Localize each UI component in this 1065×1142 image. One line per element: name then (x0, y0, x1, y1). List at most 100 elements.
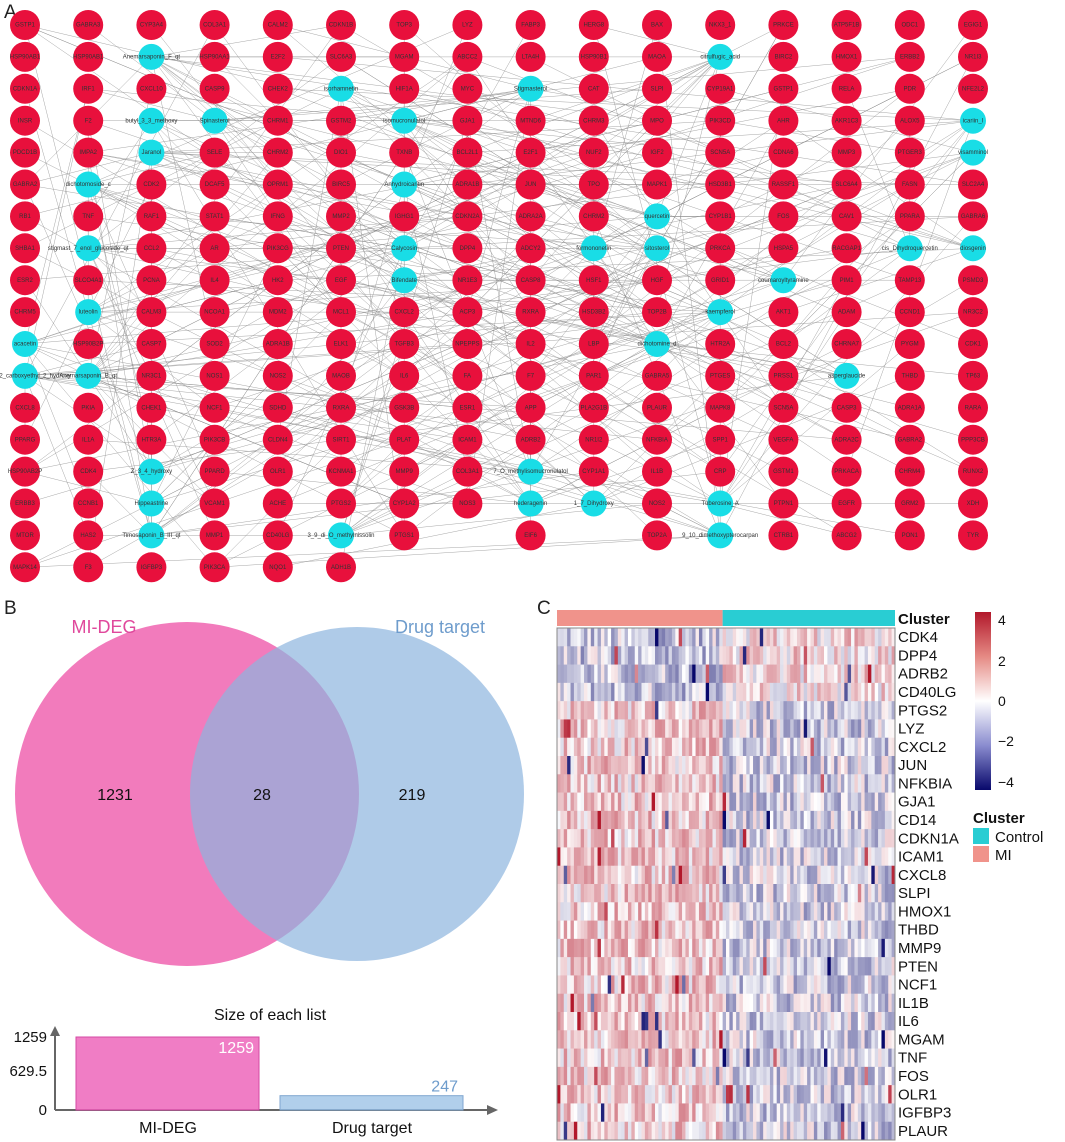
network-node-label: GABRA6 (961, 214, 986, 220)
heatmap-cell (749, 975, 754, 995)
heatmap-cell (705, 1103, 710, 1123)
heatmap-cell (573, 1012, 578, 1031)
heatmap-cell (678, 847, 683, 867)
heatmap-cell (780, 756, 784, 775)
heatmap-cell (567, 938, 571, 958)
heatmap-cell (655, 957, 659, 976)
heatmap-cell (638, 865, 642, 885)
heatmap-cell (621, 1085, 625, 1104)
heatmap-annotation-bar: Cluster (557, 610, 950, 628)
heatmap-cell (878, 1012, 882, 1031)
network-node-circle (136, 233, 167, 264)
heatmap-cell (810, 719, 815, 739)
heatmap-cell (786, 847, 791, 867)
network-edge (87, 120, 152, 217)
heatmap-cell (729, 792, 734, 812)
heatmap-cell (864, 756, 869, 775)
heatmap-cell (742, 810, 747, 830)
heatmap-cell (763, 1066, 767, 1086)
heatmap-cell (864, 1030, 869, 1049)
heatmap-cell (729, 847, 734, 867)
heatmap-cell (658, 1048, 663, 1068)
network-node-circle (73, 137, 104, 168)
heatmap-cell (587, 1066, 592, 1086)
heatmap-cell (567, 792, 571, 812)
network-node-label: ESR1 (460, 405, 476, 411)
network-node-circle (75, 362, 102, 389)
heatmap-cell (803, 810, 808, 830)
heatmap-cell (844, 902, 848, 921)
network-node-circle (894, 360, 925, 391)
network-edge (214, 152, 974, 249)
heatmap-cell (570, 865, 575, 885)
network-node-circle (515, 41, 546, 72)
heatmap-cell (695, 719, 700, 739)
heatmap-cell (590, 1085, 595, 1104)
gene-label-dpp4: DPP4 (898, 647, 937, 664)
network-node-label: 7_O_methylisomucronulatol (493, 469, 567, 475)
heatmap-cell (577, 1012, 581, 1031)
heatmap-cell (587, 1030, 592, 1049)
heatmap-cell (773, 975, 777, 995)
colorbar-tick-2: 2 (998, 653, 1006, 669)
heatmap-cell (607, 682, 612, 702)
network-node-pik3cb: PIK3CB (199, 424, 230, 455)
network-node-label: EGIG1 (964, 23, 983, 29)
heatmap-cell (742, 1085, 747, 1104)
heatmap-cell (570, 884, 575, 903)
network-node-label: GSTP1 (15, 23, 35, 29)
network-node-label: COL3A1 (203, 23, 227, 29)
heatmap-cell (888, 810, 892, 830)
heatmap-cell (590, 993, 595, 1013)
heatmap-cell (570, 938, 575, 958)
heatmap-cell (712, 829, 717, 848)
heatmap-cell (638, 993, 642, 1013)
heatmap-cell (881, 682, 886, 702)
network-node-label: HSP90B1 (581, 54, 608, 60)
network-node-alox5: ALOX5 (894, 105, 925, 136)
heatmap-cell (854, 719, 859, 739)
heatmap-cell (692, 701, 696, 720)
heatmap-cell (830, 628, 835, 647)
heatmap-cell (891, 737, 896, 757)
heatmap-cell (722, 646, 727, 665)
heatmap-cell (763, 865, 767, 885)
network-edge (783, 120, 974, 249)
heatmap-cell (712, 1066, 717, 1086)
heatmap-cell (790, 993, 794, 1013)
heatmap-cell (617, 1121, 622, 1141)
network-node-adra1b: ADRA1B (452, 169, 483, 200)
heatmap-cell (655, 920, 659, 940)
heatmap-cell (607, 646, 612, 665)
heatmap-cell (759, 646, 764, 665)
heatmap-cell (682, 1103, 686, 1123)
network-node-label: CDKN1B (329, 23, 353, 29)
heatmap-cell (607, 1066, 612, 1086)
network-edge (151, 56, 215, 345)
network-node-circle (452, 265, 483, 296)
heatmap-cell (837, 719, 842, 739)
heatmap-cell (888, 628, 892, 647)
heatmap-cell (800, 829, 805, 848)
heatmap-cell (763, 975, 767, 995)
heatmap-cell (729, 902, 734, 921)
heatmap-cell (597, 682, 602, 702)
heatmap-cell (600, 1103, 605, 1123)
heatmap-cell (861, 938, 865, 958)
heatmap-cell (766, 646, 771, 665)
heatmap-cell (719, 847, 723, 867)
heatmap-cell (567, 865, 571, 885)
heatmap-cell (590, 847, 595, 867)
heatmap-cell (665, 902, 669, 921)
heatmap-cell (573, 664, 578, 684)
heatmap-cell (644, 664, 649, 684)
heatmap-cell (624, 847, 629, 867)
heatmap-cell (736, 993, 740, 1013)
heatmap-cell (807, 701, 811, 720)
heatmap-cell (783, 774, 788, 793)
heatmap-cell (742, 920, 747, 940)
heatmap-cell (790, 957, 794, 976)
heatmap-cell (695, 957, 700, 976)
network-node-il1b: IL1B (642, 456, 672, 487)
heatmap-cell (702, 719, 707, 739)
